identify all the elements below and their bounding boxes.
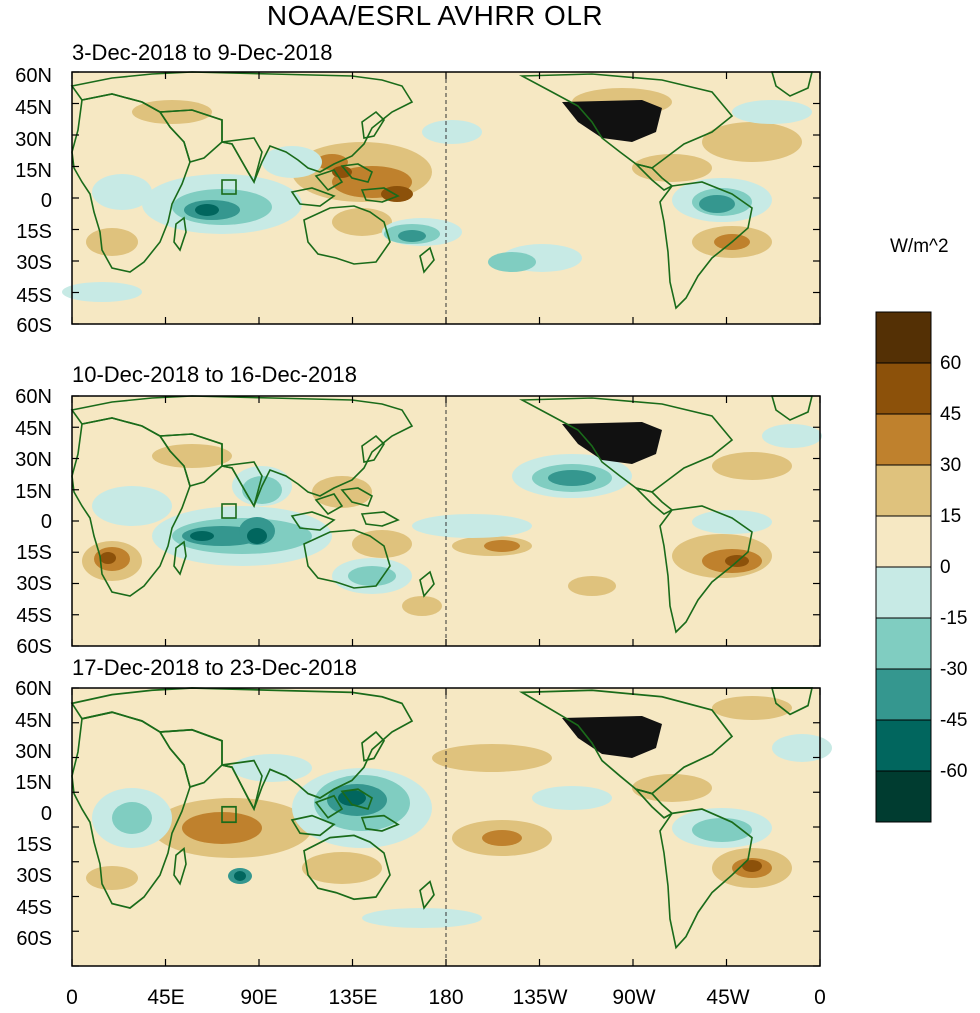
colorbar-tick: 30 xyxy=(940,455,962,476)
colorbar-swatch xyxy=(875,311,932,364)
lat-label: 0 xyxy=(40,511,52,533)
colorbar xyxy=(875,311,932,823)
panel-1-date-range: 3-Dec-2018 to 9-Dec-2018 xyxy=(72,40,333,65)
colorbar-swatch xyxy=(875,668,932,721)
colorbar-swatch xyxy=(875,719,932,772)
colorbar-tick: -45 xyxy=(940,710,968,731)
colorbar-unit: W/m^2 xyxy=(890,236,949,257)
lon-label: 45W xyxy=(706,986,750,1009)
colorbar-swatch xyxy=(875,464,932,517)
lon-label: 90E xyxy=(240,986,278,1009)
lat-label: 60N xyxy=(15,386,52,408)
colorbar-swatch xyxy=(875,617,932,670)
colorbar-tick: -15 xyxy=(940,608,968,629)
lon-label: 180 xyxy=(428,986,464,1009)
panel-2-map xyxy=(71,395,822,647)
lon-label: 90W xyxy=(612,986,656,1009)
panel-2-ticks xyxy=(71,395,821,647)
lat-label: 30N xyxy=(15,449,52,471)
panel-3-ticks xyxy=(71,687,821,967)
chart-title: NOAA/ESRL AVHRR OLR xyxy=(266,0,604,31)
colorbar-tick: 45 xyxy=(940,404,962,425)
lat-label: 45S xyxy=(16,285,52,307)
colorbar-tick: 60 xyxy=(940,353,962,374)
lat-label: 30N xyxy=(15,129,52,151)
lat-label: 15S xyxy=(16,834,52,856)
colorbar-swatch xyxy=(875,362,932,415)
lat-label: 30N xyxy=(15,741,52,763)
lat-label: 60N xyxy=(15,65,52,87)
panel-3-map xyxy=(71,687,832,967)
colorbar-tick: -60 xyxy=(940,761,968,782)
lat-label: 45S xyxy=(16,605,52,627)
lat-label: 60S xyxy=(16,636,52,658)
colorbar-tick: 15 xyxy=(940,506,962,527)
colorbar-swatch xyxy=(875,413,932,466)
lat-label: 45S xyxy=(16,897,52,919)
lat-label: 45N xyxy=(15,710,52,732)
panel-3-date-range: 17-Dec-2018 to 23-Dec-2018 xyxy=(72,655,357,680)
lat-label: 0 xyxy=(40,803,52,825)
lon-label: 45E xyxy=(147,986,185,1009)
lon-label: 135E xyxy=(328,986,378,1009)
lat-label: 30S xyxy=(16,252,52,274)
colorbar-swatch xyxy=(875,566,932,619)
panel-1-map xyxy=(62,71,821,325)
lat-label: 0 xyxy=(40,190,52,212)
colorbar-tick: -30 xyxy=(940,659,968,680)
lon-label: 0 xyxy=(66,986,78,1009)
lat-label: 60S xyxy=(16,315,52,337)
lat-label: 30S xyxy=(16,865,52,887)
lon-label: 0 xyxy=(814,986,826,1009)
lat-label: 15N xyxy=(15,772,52,794)
lat-label: 45N xyxy=(15,418,52,440)
lat-label: 15S xyxy=(16,221,52,243)
lat-label: 15N xyxy=(15,481,52,503)
lat-label: 60N xyxy=(15,678,52,700)
panel-2-date-range: 10-Dec-2018 to 16-Dec-2018 xyxy=(72,362,357,387)
panel-1-ticks xyxy=(71,71,821,325)
colorbar-tick: 0 xyxy=(940,557,951,578)
lat-label: 45N xyxy=(15,97,52,119)
lon-label: 135W xyxy=(512,986,568,1009)
colorbar-swatch xyxy=(875,770,932,823)
colorbar-swatch xyxy=(875,515,932,568)
lat-label: 60S xyxy=(16,928,52,950)
lat-label: 15S xyxy=(16,542,52,564)
lat-label: 30S xyxy=(16,573,52,595)
lat-label: 15N xyxy=(15,160,52,182)
